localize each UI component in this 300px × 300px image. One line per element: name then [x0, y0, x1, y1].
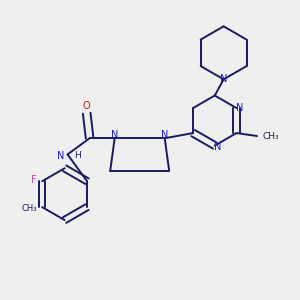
- Text: F: F: [31, 175, 36, 185]
- Text: O: O: [83, 101, 91, 111]
- Text: N: N: [57, 151, 64, 161]
- Text: N: N: [220, 74, 227, 84]
- Text: N: N: [161, 130, 168, 140]
- Text: H: H: [74, 152, 81, 160]
- Text: N: N: [214, 142, 221, 152]
- Text: N: N: [236, 103, 243, 113]
- Text: CH₃: CH₃: [21, 204, 37, 213]
- Text: N: N: [111, 130, 118, 140]
- Text: CH₃: CH₃: [262, 131, 279, 140]
